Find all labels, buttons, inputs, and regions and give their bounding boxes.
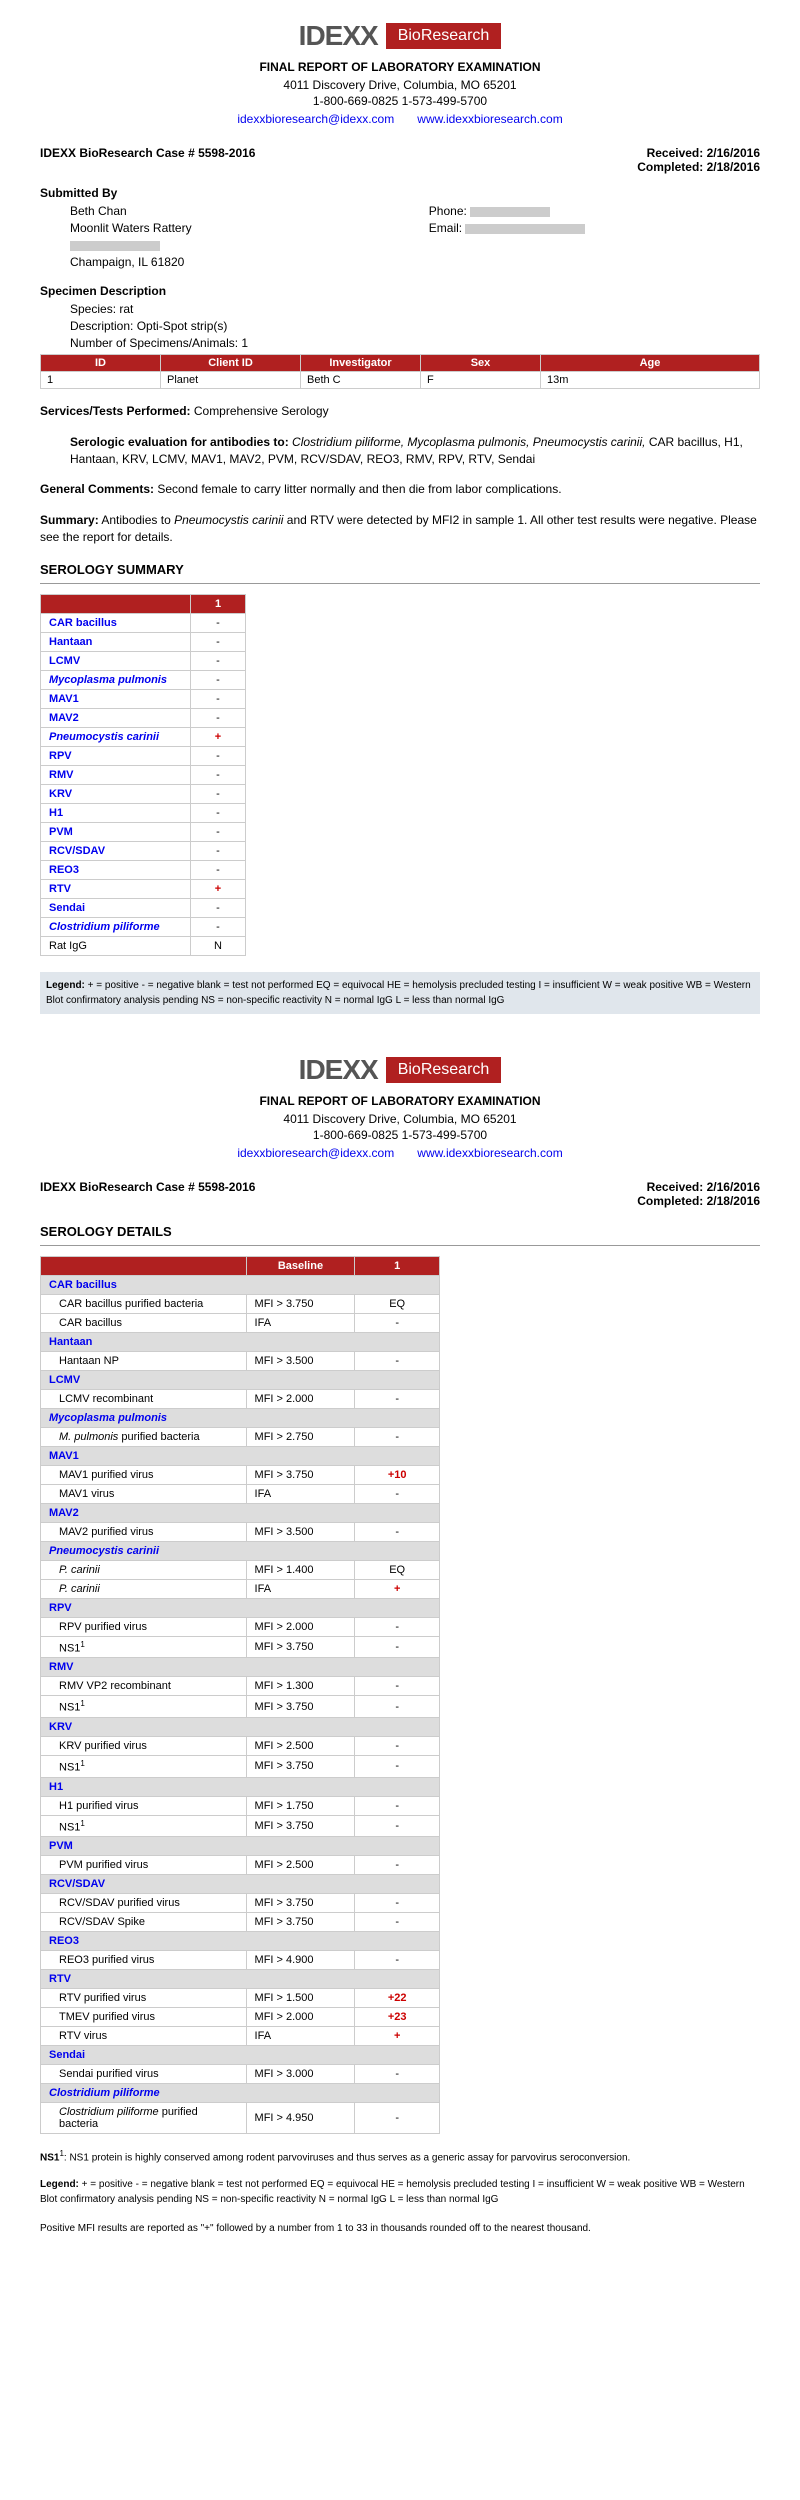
serology-details-heading: SEROLOGY DETAILS xyxy=(40,1224,760,1239)
summary-block: Summary: Antibodies to Pneumocystis cari… xyxy=(40,512,760,546)
submitter-name: Beth Chan xyxy=(70,204,429,218)
header-links: idexxbioresearch@idexx.com www.idexxbior… xyxy=(40,112,760,126)
submitter-city: Champaign, IL 61820 xyxy=(70,255,429,269)
report-header-2: IDEXX BioResearch FINAL REPORT OF LABORA… xyxy=(40,1054,760,1160)
phones: 1-800-669-0825 1-573-499-5700 xyxy=(40,94,760,108)
dates-block: Received: 2/16/2016 Completed: 2/18/2016 xyxy=(637,146,760,174)
specimen-desc: Description: Opti-Spot strip(s) xyxy=(70,319,760,333)
phone-row: Phone: xyxy=(429,204,760,218)
col-id: ID xyxy=(41,355,161,372)
specimen-row: 1 Planet Beth C F 13m xyxy=(41,372,760,389)
case-number: IDEXX BioResearch Case # 5598-2016 xyxy=(40,146,255,174)
col-age: Age xyxy=(541,355,760,372)
completed-label: Completed: xyxy=(637,160,703,174)
species: Species: rat xyxy=(70,302,760,316)
serology-summary-heading: SEROLOGY SUMMARY xyxy=(40,562,760,577)
col-sex: Sex xyxy=(421,355,541,372)
email-link[interactable]: idexxbioresearch@idexx.com xyxy=(237,112,394,126)
case-row-2: IDEXX BioResearch Case # 5598-2016 Recei… xyxy=(40,1180,760,1208)
specimen-count: Number of Specimens/Animals: 1 xyxy=(70,336,760,350)
divider xyxy=(40,583,760,584)
serology-summary-table: 1 CAR bacillus-Hantaan-LCMV-Mycoplasma p… xyxy=(40,594,246,956)
specimen-table: ID Client ID Investigator Sex Age 1 Plan… xyxy=(40,354,760,389)
services-block: Services/Tests Performed: Comprehensive … xyxy=(40,403,760,420)
serology-details-table: Baseline1 CAR bacillusCAR bacillus purif… xyxy=(40,1256,440,2135)
email-row: Email: xyxy=(429,221,760,235)
idexx-logo: IDEXX xyxy=(299,20,378,52)
mfi-footnote: Positive MFI results are reported as "+"… xyxy=(40,2221,760,2237)
report-title: FINAL REPORT OF LABORATORY EXAMINATION xyxy=(40,60,760,74)
case-row: IDEXX BioResearch Case # 5598-2016 Recei… xyxy=(40,146,760,174)
general-comments: General Comments: Second female to carry… xyxy=(40,481,760,498)
legend-block: Legend: + = positive - = negative blank … xyxy=(40,972,760,1014)
bioresearch-badge: BioResearch xyxy=(386,23,502,49)
report-header: IDEXX BioResearch FINAL REPORT OF LABORA… xyxy=(40,20,760,126)
col-investigator: Investigator xyxy=(301,355,421,372)
logo-row: IDEXX BioResearch xyxy=(40,20,760,52)
received-label: Received: xyxy=(647,146,704,160)
website-link[interactable]: www.idexxbioresearch.com xyxy=(417,112,562,126)
specimen-heading: Specimen Description xyxy=(40,284,760,298)
submitted-by-heading: Submitted By xyxy=(40,186,760,200)
completed-date: 2/18/2016 xyxy=(707,160,760,174)
submitter-org: Moonlit Waters Rattery xyxy=(70,221,429,235)
legend-block-2: Legend: + = positive - = negative blank … xyxy=(40,2177,760,2207)
ns1-footnote: NS11: NS1 protein is highly conserved am… xyxy=(40,2148,760,2166)
redacted-street xyxy=(70,238,429,252)
address: 4011 Discovery Drive, Columbia, MO 65201 xyxy=(40,78,760,92)
col-client: Client ID xyxy=(161,355,301,372)
received-date: 2/16/2016 xyxy=(707,146,760,160)
